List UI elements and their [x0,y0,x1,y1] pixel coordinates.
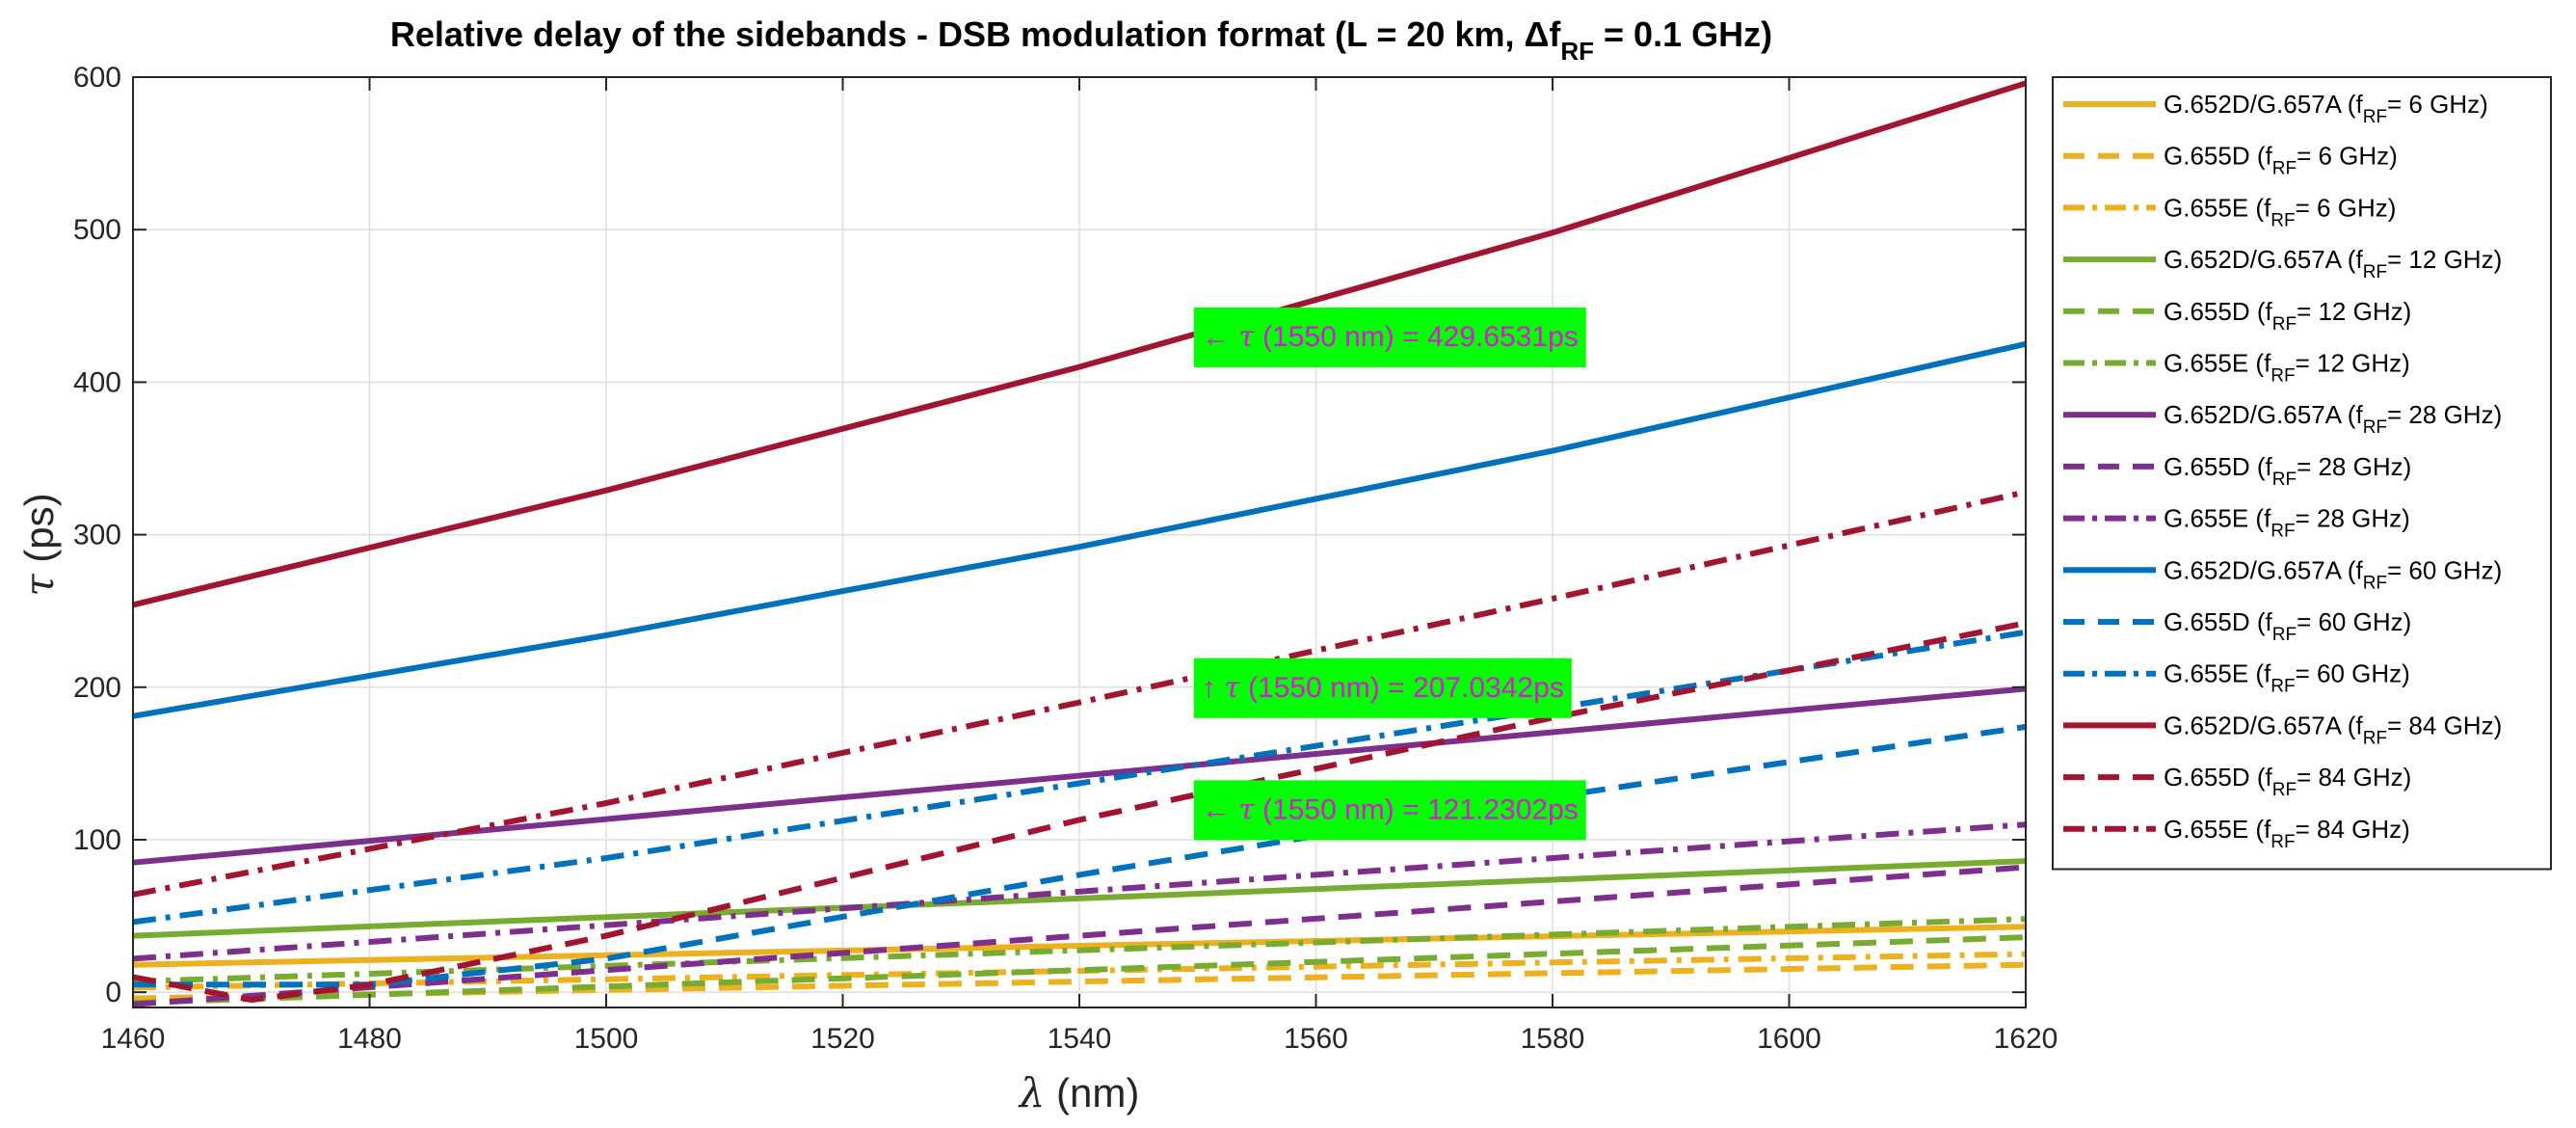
x-tick-label: 1520 [810,1023,875,1055]
y-axis-label: τ (ps) [15,493,63,596]
series-line-8 [132,864,2027,1007]
annotation-text: ← τ (1550 nm) = 429.6531ps [1202,320,1579,354]
annotation-box [1193,307,1586,367]
x-tick-label: 1560 [1284,1023,1348,1055]
y-tick-label: 400 [73,366,121,398]
legend-label: G.655E (fRF= 12 GHz) [2164,349,2410,387]
series-line-9 [132,821,2027,962]
y-tick-label: 100 [73,824,121,856]
legend-entry: G.652D/G.657A (fRF= 12 GHz) [2063,245,2502,282]
chart-title: Relative delay of the sidebands - DSB mo… [390,14,1772,66]
series-line-7 [132,685,2027,866]
legend-label: G.655D (fRF= 6 GHz) [2164,142,2398,179]
legend: G.652D/G.657A (fRF= 6 GHz) G.655D (fRF= 6… [2052,76,2552,871]
annotation-box [1193,780,1586,841]
legend-label: G.652D/G.657A (fRF= 60 GHz) [2164,555,2502,593]
legend-entry: G.655D (fRF= 6 GHz) [2063,142,2398,179]
legend-label: G.655E (fRF= 84 GHz) [2164,815,2410,852]
y-tick-label: 300 [73,520,121,551]
x-tick-label: 1540 [1048,1023,1112,1055]
series-line-5 [132,934,2027,1007]
x-tick-label: 1500 [574,1023,639,1055]
annotation-text: ← τ (1550 nm) = 121.2302ps [1202,792,1579,826]
y-tick-label: 200 [73,672,121,704]
legend-label: G.655E (fRF= 6 GHz) [2164,193,2396,230]
legend-label: G.655D (fRF= 84 GHz) [2164,763,2411,800]
series-line-13 [132,80,2027,608]
x-tick-label: 1620 [1994,1023,2058,1055]
annotation-2: ↑ τ (1550 nm) = 207.0342ps [1193,658,1572,718]
x-tick-label: 1480 [337,1023,402,1055]
legend-label: G.652D/G.657A (fRF= 6 GHz) [2164,90,2488,127]
x-tick-label: 1580 [1521,1023,1585,1055]
legend-label: G.655D (fRF= 28 GHz) [2164,452,2411,490]
legend-entry: G.655E (fRF= 60 GHz) [2063,659,2410,697]
legend-entry: G.652D/G.657A (fRF= 28 GHz) [2063,400,2502,438]
series-line-3 [132,951,2027,991]
legend-label: G.655E (fRF= 28 GHz) [2164,504,2410,542]
legend-label: G.655E (fRF= 60 GHz) [2164,659,2410,697]
x-axis-label: λ (nm) [1018,1069,1140,1116]
annotation-1: ← τ (1550 nm) = 429.6531ps [1193,307,1586,367]
series-lines [132,80,2027,1007]
legend-entry: G.655E (fRF= 12 GHz) [2063,349,2410,387]
legend-entry: G.652D/G.657A (fRF= 84 GHz) [2063,711,2502,748]
annotation-box [1193,658,1572,718]
y-tick-label: 0 [105,977,121,1008]
series-line-15 [132,489,2027,898]
legend-entry: G.655E (fRF= 84 GHz) [2063,815,2410,852]
legend-entry: G.655E (fRF= 28 GHz) [2063,504,2410,542]
series-line-10 [132,340,2027,719]
annotation-text: ↑ τ (1550 nm) = 207.0342ps [1202,671,1564,705]
series-line-4 [132,858,2027,939]
legend-entry: G.655D (fRF= 12 GHz) [2063,297,2411,335]
grid [132,76,2027,1007]
y-tick-label: 500 [73,214,121,246]
series-line-12 [132,629,2027,926]
annotations: ← τ (1550 nm) = 429.6531ps ↑ τ (1550 nm) … [1193,307,1586,841]
series-line-14 [132,620,2027,1004]
legend-entry: G.655D (fRF= 28 GHz) [2063,452,2411,490]
legend-label: G.655D (fRF= 12 GHz) [2164,297,2411,335]
x-tick-label: 1460 [101,1023,166,1055]
y-tick-label: 600 [73,62,121,94]
legend-label: G.652D/G.657A (fRF= 12 GHz) [2164,245,2502,282]
x-tick-label: 1600 [1757,1023,1821,1055]
series-line-1 [132,924,2027,968]
annotation-3: ← τ (1550 nm) = 121.2302ps [1193,780,1586,841]
legend-label: G.655D (fRF= 60 GHz) [2164,607,2411,645]
series-line-11 [133,723,2027,988]
legend-entry: G.655E (fRF= 6 GHz) [2063,193,2396,230]
legend-entry: G.652D/G.657A (fRF= 60 GHz) [2063,555,2502,593]
legend-entry: G.655D (fRF= 84 GHz) [2063,763,2411,800]
legend-entry: G.652D/G.657A (fRF= 6 GHz) [2063,90,2488,127]
axis-ticks: 1460 1480 1500 1520 1540 1560 1580 1600 1620 0 100… [73,62,2058,1055]
legend-label: G.652D/G.657A (fRF= 28 GHz) [2164,400,2502,438]
legend-label: G.652D/G.657A (fRF= 84 GHz) [2164,711,2502,748]
legend-entry: G.655D (fRF= 60 GHz) [2063,607,2411,645]
series-line-6 [132,916,2027,985]
